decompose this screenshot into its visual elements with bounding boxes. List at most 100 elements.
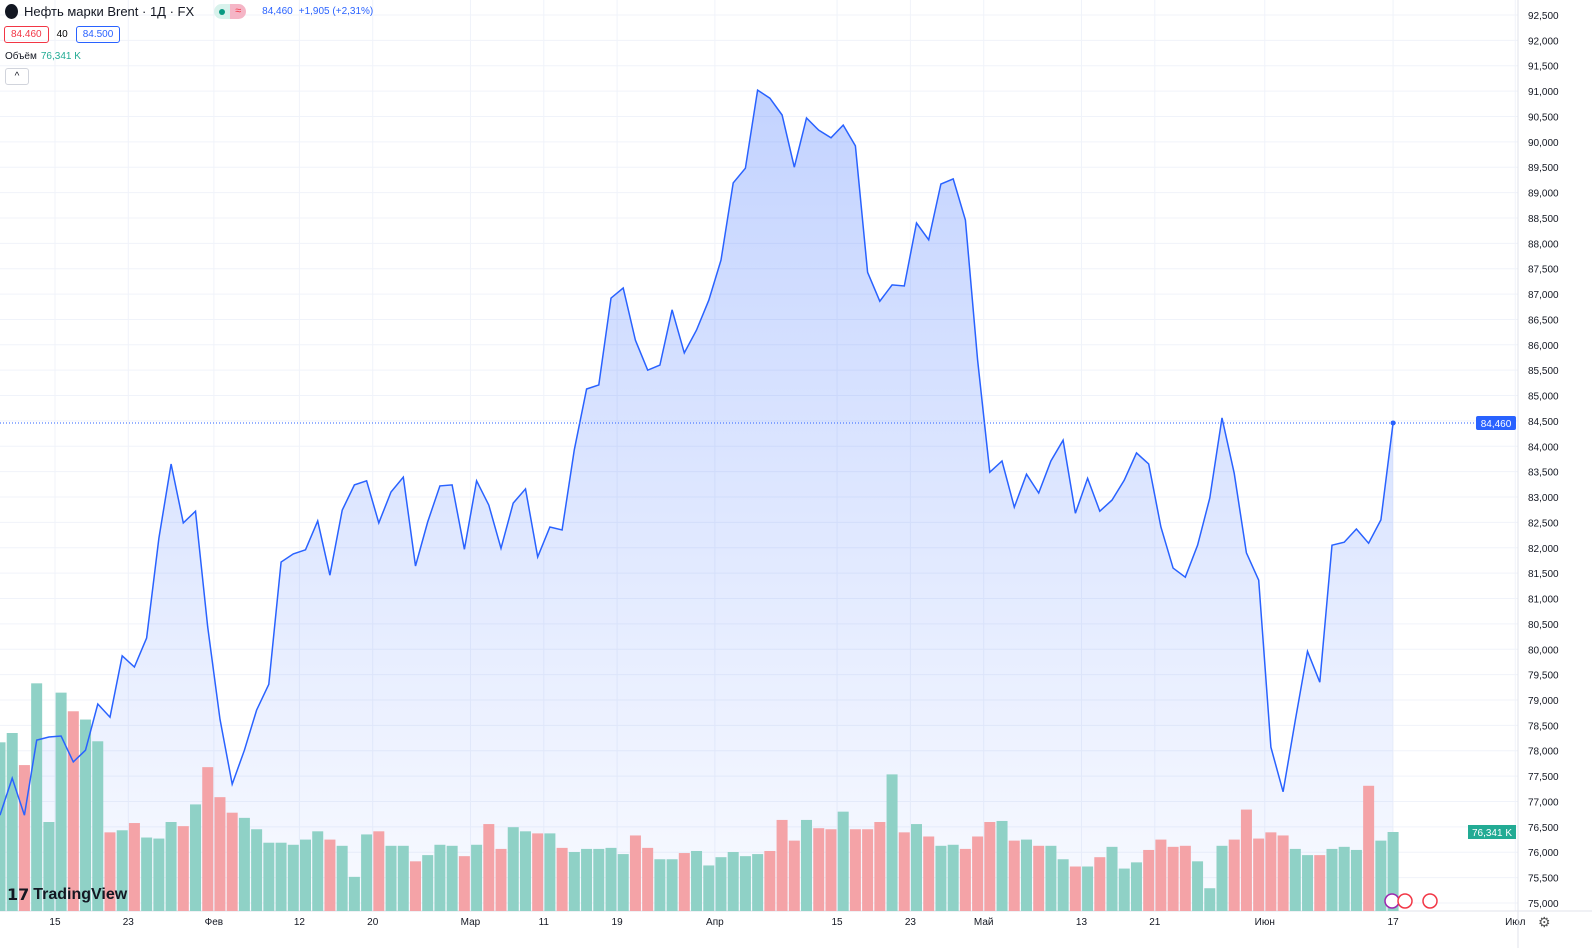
volume-bar [1363, 785, 1375, 911]
volume-bar [1314, 855, 1326, 911]
price-tick-label: 75,000 [1528, 899, 1559, 910]
volume-bar [1302, 855, 1314, 911]
tradingview-logo[interactable]: 𝟭𝟳 TradingView [7, 886, 128, 904]
volume-bar [739, 856, 751, 911]
price-tick-label: 88,000 [1528, 239, 1559, 250]
volume-bar [397, 845, 409, 911]
price-tick-label: 84,000 [1528, 442, 1559, 453]
collapse-legend-button[interactable]: ^ [5, 68, 29, 85]
settings-gear-icon[interactable]: ⚙ [1538, 914, 1551, 930]
volume-bar [141, 837, 153, 911]
price-tick-label: 87,000 [1528, 290, 1559, 301]
volume-bar [18, 765, 30, 911]
volume-bar [0, 742, 6, 911]
price-tick-label: 82,000 [1528, 544, 1559, 555]
volume-bar [984, 822, 996, 911]
volume-bar [1350, 849, 1362, 911]
volume-bar [703, 865, 715, 911]
volume-bar [898, 832, 910, 911]
volume-bar [1277, 835, 1289, 911]
volume-bar [1045, 845, 1057, 911]
volume-bar [275, 842, 287, 911]
spread: 40 [56, 29, 68, 40]
time-tick-label: 19 [612, 917, 624, 928]
volume-bar [1057, 859, 1069, 911]
volume-bar [31, 683, 43, 911]
earnings-event-icon [1384, 893, 1400, 909]
volume-bar [1387, 831, 1399, 911]
price-tick-label: 81,000 [1528, 595, 1559, 606]
symbol-title[interactable]: Нефть марки Brent · 1Д · FX [24, 4, 195, 19]
price-tick-label: 83,000 [1528, 493, 1559, 504]
volume-bar [385, 845, 397, 911]
volume-bar [214, 797, 226, 911]
volume-bar [1143, 849, 1155, 911]
time-tick-label: 13 [1076, 917, 1088, 928]
time-tick-label: 17 [1388, 917, 1400, 928]
volume-bar [238, 817, 250, 911]
volume-bar [654, 859, 666, 911]
volume-bar [849, 829, 861, 911]
volume-bar [190, 804, 202, 911]
volume-bar [43, 822, 55, 911]
volume-bar [605, 847, 617, 911]
volume-bar [300, 839, 311, 911]
volume-bar [752, 854, 764, 911]
volume-bar [202, 767, 214, 911]
price-tick-label: 80,000 [1528, 645, 1559, 656]
last-price-badge-text: 84,460 [1481, 419, 1512, 430]
buy-button[interactable]: 84.500 [75, 26, 121, 43]
volume-bar [287, 844, 299, 911]
market-open-icon[interactable] [214, 4, 231, 19]
volume-bar [324, 839, 336, 911]
volume-bar [1082, 866, 1094, 911]
volume-bar [923, 836, 935, 911]
volume-bar [911, 824, 922, 911]
price-line [0, 88, 1394, 816]
volume-bar [55, 692, 67, 911]
volume-bar [764, 850, 776, 911]
volume-bar [837, 811, 849, 911]
price-change: +1,905 (+2,31%) [298, 6, 374, 17]
volume-bar [1326, 848, 1338, 911]
price-tick-label: 86,000 [1528, 341, 1559, 352]
volume-bar [67, 711, 79, 911]
volume-bar [1167, 846, 1179, 911]
price-tick-label: 92,500 [1528, 11, 1559, 22]
time-tick-label: 20 [367, 917, 379, 928]
tv-logo-icon: 𝟭𝟳 [7, 887, 30, 904]
price-tick-label: 77,000 [1528, 797, 1559, 808]
volume-bar [1240, 809, 1252, 911]
volume-bar [1253, 838, 1265, 911]
price-tick-label: 80,500 [1528, 620, 1559, 631]
price-tick-label: 83,500 [1528, 468, 1559, 479]
volume-bar [581, 848, 593, 911]
price-tick-label: 90,000 [1528, 138, 1559, 149]
volume-bar [1118, 868, 1130, 911]
volume-bar [788, 840, 800, 911]
volume-bar [617, 854, 629, 911]
price-tick-label: 79,500 [1528, 671, 1559, 682]
time-tick-label: Апр [706, 917, 724, 928]
price-tick-label: 88,500 [1528, 214, 1559, 225]
price-tick-label: 91,000 [1528, 87, 1559, 98]
sell-button[interactable]: 84.460 [4, 26, 49, 43]
volume-bar [629, 835, 641, 911]
price-tick-label: 84,500 [1528, 417, 1559, 428]
time-tick-label: 12 [294, 917, 306, 928]
time-tick-label: 21 [1149, 917, 1161, 928]
volume-bar [935, 845, 947, 911]
volume-bar [532, 833, 544, 911]
volume-bar [80, 719, 92, 911]
volume-bar [691, 850, 703, 911]
time-tick-label: 23 [123, 917, 135, 928]
approx-icon[interactable]: ≈ [230, 4, 247, 19]
volume-bar [1216, 845, 1228, 911]
time-tick-label: Июл [1505, 917, 1525, 928]
price-area-fill [0, 90, 1394, 912]
volume-bar [495, 848, 507, 911]
volume-bar [1094, 857, 1106, 911]
volume-bar [813, 828, 825, 911]
volume-bar [116, 830, 128, 911]
